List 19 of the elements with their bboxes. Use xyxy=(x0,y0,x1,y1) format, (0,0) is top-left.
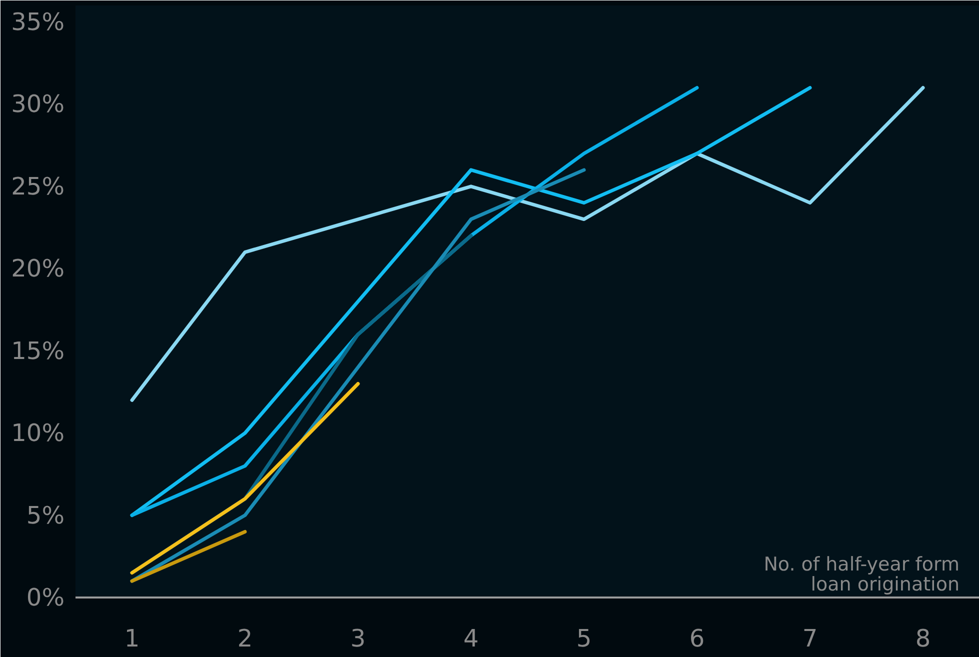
y-tick-label: 35% xyxy=(11,8,64,36)
x-tick-label: 1 xyxy=(124,624,140,652)
y-tick-label: 0% xyxy=(26,584,65,612)
line-series xyxy=(130,168,586,583)
x-tick-label: 7 xyxy=(802,624,818,652)
x-tick-label: 5 xyxy=(576,624,592,652)
y-tick-label: 30% xyxy=(11,90,64,118)
y-tick-label: 15% xyxy=(11,336,64,365)
x-axis-title: No. of half-year form loan origination xyxy=(764,554,960,596)
x-tick-label: 6 xyxy=(689,624,705,652)
y-tick-label: 10% xyxy=(11,419,64,448)
line-series xyxy=(130,86,925,402)
x-tick-label: 4 xyxy=(463,624,479,652)
x-tick-label: 8 xyxy=(915,624,931,652)
y-tick-label: 20% xyxy=(11,254,64,283)
y-tick-label: 5% xyxy=(26,501,65,530)
x-tick-label: 3 xyxy=(350,624,366,652)
x-tick-label: 2 xyxy=(237,624,253,652)
y-tick-label: 25% xyxy=(11,172,64,200)
